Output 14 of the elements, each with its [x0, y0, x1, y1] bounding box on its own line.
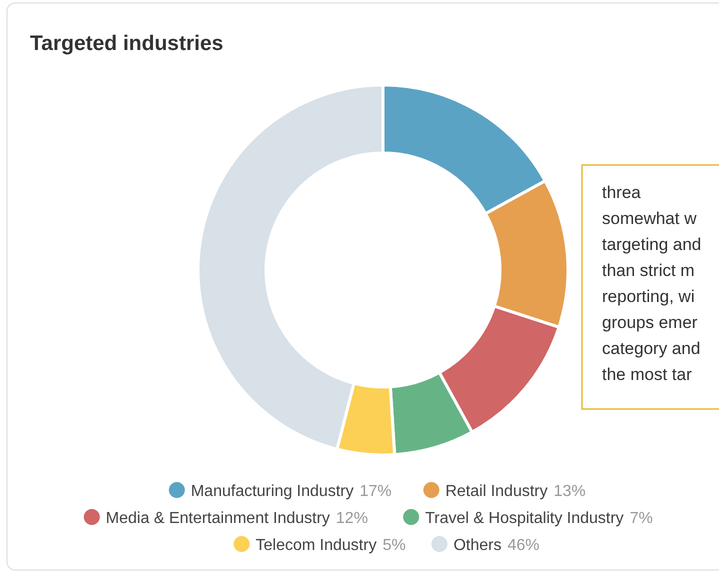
- legend-label: Telecom Industry: [256, 537, 377, 554]
- data-label: 46%: [507, 537, 540, 554]
- data-label: 17%: [360, 483, 392, 500]
- legend-label: Travel & Hospitality Industry: [425, 510, 624, 527]
- text: threa somewhat w targeting and than strict m reporting, wi groups emer category and the most tar: [602, 183, 702, 384]
- data-label: 13%: [554, 483, 586, 500]
- chart-title: Targeted industries: [30, 32, 224, 55]
- legend-label: Others: [453, 537, 502, 554]
- legend-label: Media & Entertainment Industry: [106, 510, 330, 527]
- legend-label: Retail Industry: [445, 483, 548, 500]
- data-label: 12%: [336, 510, 368, 527]
- data-label: 7%: [630, 510, 653, 527]
- legend-label: Manufacturing Industry: [190, 483, 354, 500]
- data-label: 5%: [382, 537, 406, 554]
